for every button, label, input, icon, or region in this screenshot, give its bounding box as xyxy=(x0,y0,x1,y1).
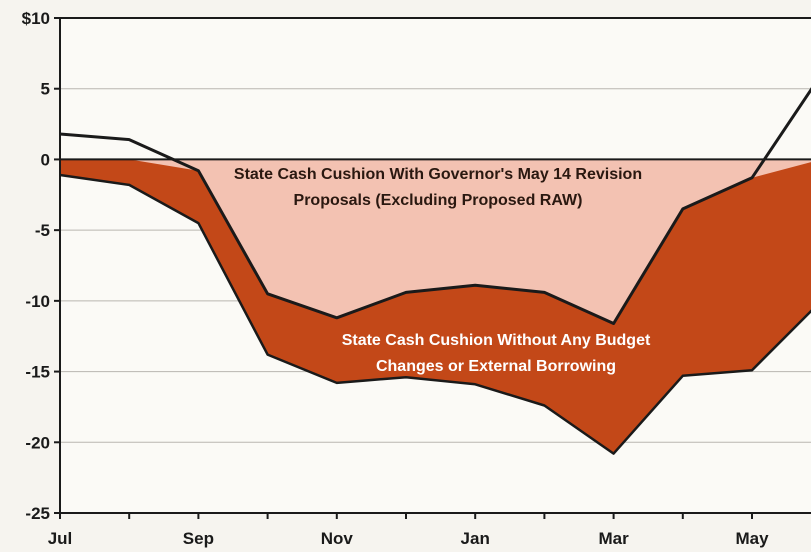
area-with-revision xyxy=(60,159,811,324)
line-without-changes xyxy=(59,173,811,455)
upper-area-label-line1: State Cash Cushion With Governor's May 1… xyxy=(234,166,642,183)
y-tick-label: -20 xyxy=(25,433,50,452)
y-tick-label: 5 xyxy=(41,80,50,99)
y-tick-label: -25 xyxy=(25,504,50,523)
upper-area-label-line2: Proposals (Excluding Proposed RAW) xyxy=(294,192,583,209)
series-lines xyxy=(59,87,811,455)
area-fills xyxy=(60,159,811,454)
x-tick-label: Jul xyxy=(48,529,73,548)
y-tick-label: -5 xyxy=(35,221,50,240)
y-tick-label: -10 xyxy=(25,292,50,311)
lower-area-label-line1: State Cash Cushion Without Any Budget xyxy=(342,332,651,349)
y-tick-label: 0 xyxy=(41,150,50,169)
x-tick-label: Sep xyxy=(183,529,214,548)
x-tick-label: Mar xyxy=(598,529,629,548)
y-tick-label: $10 xyxy=(22,9,50,28)
x-tick-label: May xyxy=(735,529,769,548)
x-axis-ticks: Jul Sep Nov Jan Mar May xyxy=(48,513,769,548)
lower-area-label-line2: Changes or External Borrowing xyxy=(376,358,616,375)
axes xyxy=(59,17,811,514)
line-with-revision xyxy=(59,87,811,325)
y-axis-ticks: $10 5 0 -5 -10 -15 -20 -25 xyxy=(22,9,60,523)
y-tick-label: -15 xyxy=(25,363,50,382)
x-tick-label: Nov xyxy=(321,529,354,548)
x-tick-label: Jan xyxy=(461,529,490,548)
